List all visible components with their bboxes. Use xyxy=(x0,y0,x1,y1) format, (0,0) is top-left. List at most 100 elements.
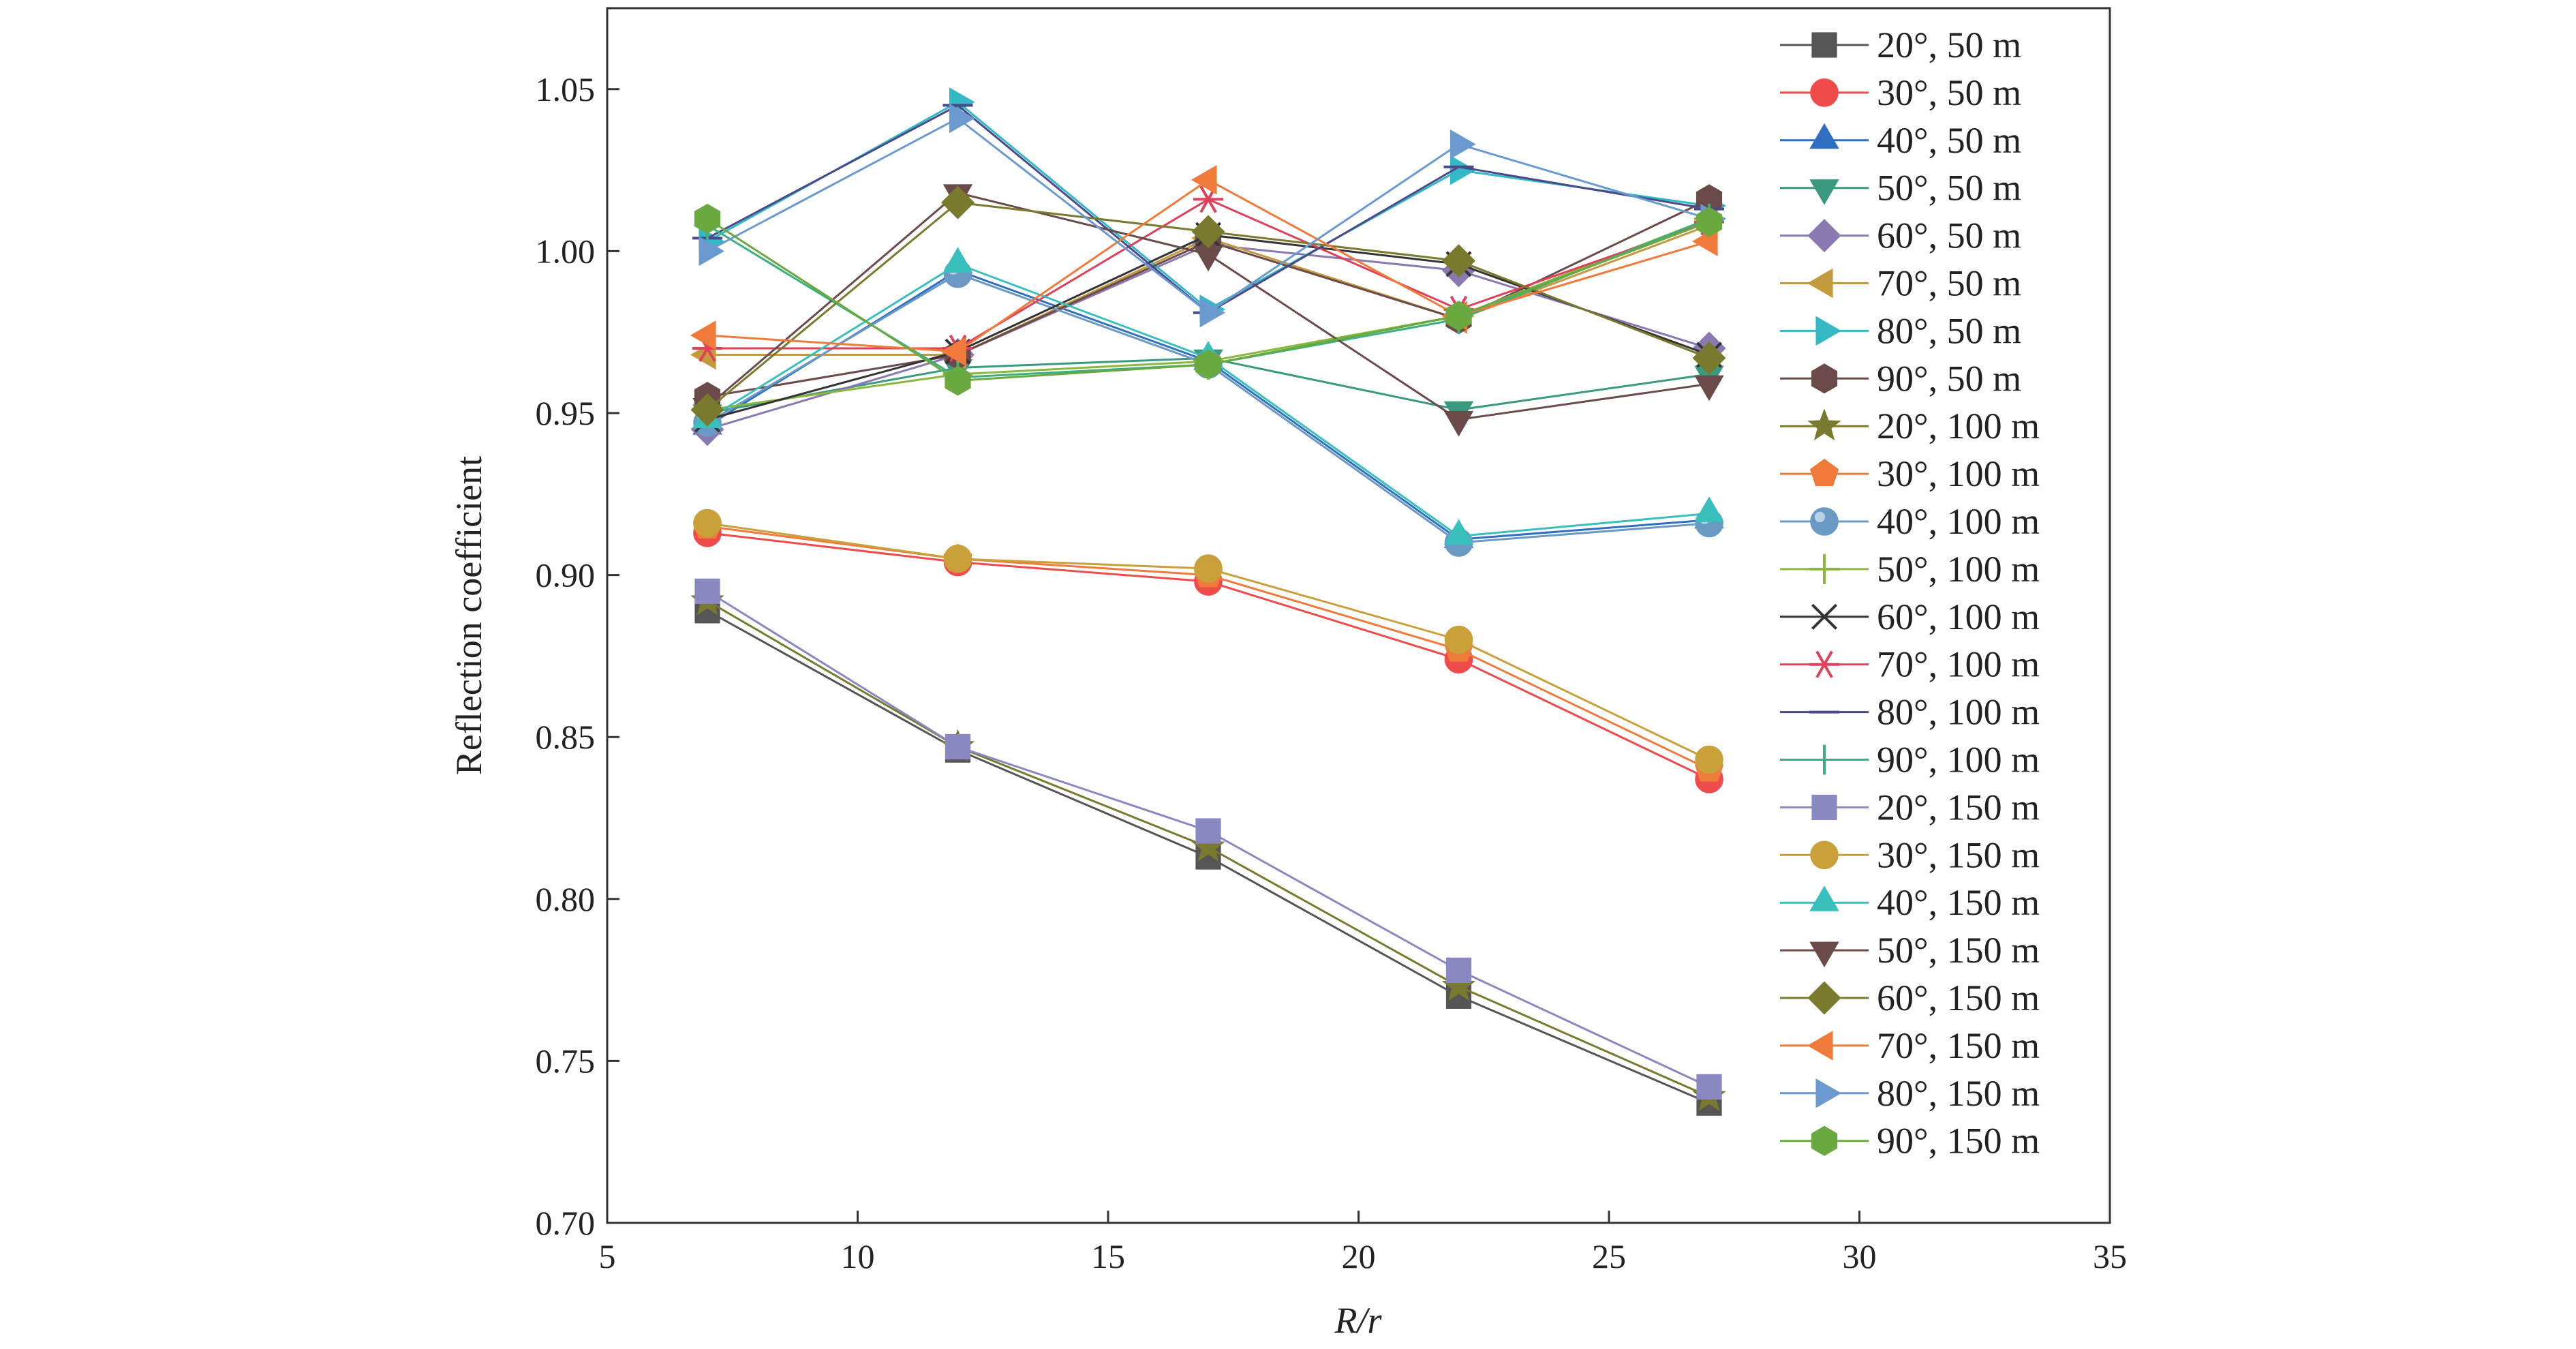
legend-item: 80°, 150 m xyxy=(1780,1073,2040,1114)
legend-item: 40°, 50 m xyxy=(1780,120,2021,161)
series-18 xyxy=(693,509,1723,774)
legend-marker xyxy=(1807,268,1833,299)
data-point xyxy=(1441,244,1476,278)
legend: 20°, 50 m 30°, 50 m 40°, 50 m 50°, 50 m 60°,… xyxy=(1780,25,2040,1162)
legend-item: 40°, 100 m xyxy=(1780,501,2040,542)
legend-item: 80°, 50 m xyxy=(1780,310,2021,351)
series-1 xyxy=(694,598,1722,1116)
x-tick-label: 15 xyxy=(1091,1237,1125,1275)
data-point xyxy=(1445,957,1472,983)
legend-label: 30°, 50 m xyxy=(1877,72,2021,113)
data-point xyxy=(1191,165,1217,195)
data-point xyxy=(693,509,722,538)
data-point xyxy=(1694,496,1724,522)
legend-label: 80°, 150 m xyxy=(1877,1073,2040,1114)
legend-marker xyxy=(1811,1125,1838,1156)
legend-item: 30°, 50 m xyxy=(1780,72,2021,113)
legend-label: 40°, 50 m xyxy=(1877,120,2021,161)
legend-label: 60°, 50 m xyxy=(1877,215,2021,256)
legend-item: 80°, 100 m xyxy=(1780,692,2040,733)
series-3 xyxy=(692,253,1724,548)
data-point xyxy=(1445,301,1472,331)
data-point xyxy=(943,545,972,573)
series-21 xyxy=(690,185,1726,427)
legend-item: 50°, 150 m xyxy=(1780,930,2040,971)
legend-marker xyxy=(1807,981,1841,1015)
legend-item: 40°, 150 m xyxy=(1780,882,2040,923)
legend-marker xyxy=(1810,507,1839,536)
data-point xyxy=(942,247,973,273)
data-point xyxy=(694,203,721,234)
legend-marker xyxy=(1815,1078,1842,1108)
data-point xyxy=(1193,185,1223,213)
series-23 xyxy=(699,103,1727,328)
data-point xyxy=(1191,215,1225,249)
legend-item: 20°, 150 m xyxy=(1780,787,2040,828)
legend-marker xyxy=(1807,219,1841,253)
data-point xyxy=(1194,554,1223,583)
x-tick-label: 10 xyxy=(841,1237,875,1275)
legend-marker xyxy=(1810,78,1839,107)
series-9 xyxy=(690,583,1726,1111)
data-point xyxy=(694,578,720,604)
series-24 xyxy=(694,203,1723,396)
legend-marker xyxy=(1809,941,1839,968)
data-point xyxy=(940,185,975,219)
x-tick-label: 5 xyxy=(599,1237,616,1275)
data-point xyxy=(945,365,971,396)
legend-label: 50°, 150 m xyxy=(1877,930,2040,971)
legend-label: 70°, 150 m xyxy=(1877,1025,2040,1066)
legend-item: 70°, 100 m xyxy=(1780,644,2040,685)
x-tick-label: 20 xyxy=(1342,1237,1376,1275)
legend-label: 90°, 100 m xyxy=(1877,740,2040,780)
series-22 xyxy=(690,165,1718,367)
data-point xyxy=(1195,818,1221,844)
x-axis-ticks: 5 10 15 20 25 30 35 xyxy=(599,1211,2127,1275)
legend-label: 50°, 50 m xyxy=(1877,168,2021,209)
legend-item: 60°, 150 m xyxy=(1780,977,2040,1018)
legend-label: 80°, 100 m xyxy=(1877,692,2040,733)
data-point xyxy=(1195,349,1222,380)
legend-marker xyxy=(1811,32,1837,58)
series-15 xyxy=(692,104,1724,314)
y-axis-label: Reflection coefficient xyxy=(448,456,489,775)
legend-item: 30°, 150 m xyxy=(1780,834,2040,875)
series-layer xyxy=(690,87,1727,1116)
legend-marker xyxy=(1809,123,1839,149)
legend-label: 80°, 50 m xyxy=(1877,310,2021,351)
data-point xyxy=(1450,129,1476,160)
data-point xyxy=(1696,207,1723,237)
legend-label: 90°, 150 m xyxy=(1877,1121,2040,1162)
data-point xyxy=(949,103,975,134)
legend-label: 90°, 50 m xyxy=(1877,358,2021,399)
data-point xyxy=(1193,245,1223,272)
legend-label: 30°, 100 m xyxy=(1877,453,2040,494)
x-tick-label: 25 xyxy=(1592,1237,1626,1275)
legend-item: 90°, 150 m xyxy=(1780,1121,2040,1162)
legend-label: 20°, 50 m xyxy=(1877,25,2021,65)
data-point xyxy=(1443,519,1474,545)
x-tick-label: 35 xyxy=(2093,1237,2127,1275)
data-point xyxy=(940,336,967,367)
legend-item: 60°, 100 m xyxy=(1780,596,2040,637)
legend-marker xyxy=(1809,179,1839,205)
y-axis-ticks: 0.70 0.75 0.80 0.85 0.90 0.95 1.00 1.05 xyxy=(536,70,619,1242)
legend-item: 30°, 100 m xyxy=(1780,453,2040,494)
x-axis-label: R/r xyxy=(1334,1300,1382,1341)
y-tick-label: 1.00 xyxy=(536,232,596,270)
data-point xyxy=(1692,341,1726,375)
y-tick-label: 0.75 xyxy=(536,1042,596,1080)
data-point xyxy=(1696,1074,1722,1100)
legend-item: 50°, 50 m xyxy=(1780,168,2021,209)
legend-marker xyxy=(1810,840,1839,870)
legend-item: 60°, 50 m xyxy=(1780,215,2021,256)
y-tick-label: 0.90 xyxy=(536,556,596,594)
x-tick-label: 30 xyxy=(1843,1237,1877,1275)
legend-marker xyxy=(1811,603,1838,630)
legend-item: 70°, 50 m xyxy=(1780,263,2021,304)
legend-label: 40°, 100 m xyxy=(1877,501,2040,542)
legend-label: 20°, 100 m xyxy=(1877,406,2040,446)
legend-marker xyxy=(1807,408,1841,441)
series-20 xyxy=(692,184,1724,437)
